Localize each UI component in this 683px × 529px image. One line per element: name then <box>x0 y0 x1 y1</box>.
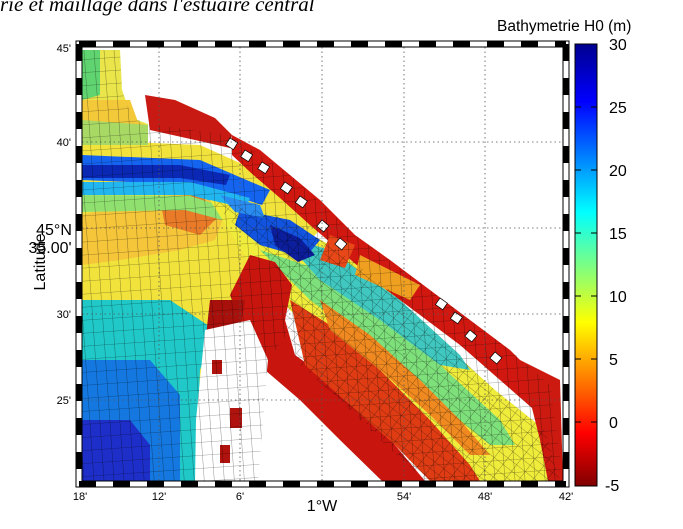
colorbar-tick-label: 30 <box>609 37 627 54</box>
y-center-label-minutes: 35.00' <box>28 240 71 257</box>
colorbar-tick-label: 25 <box>609 100 627 117</box>
plot-area <box>82 47 563 481</box>
colorbar-tick-label: 0 <box>609 415 618 432</box>
colorbar: 30 25 20 15 10 5 0 -5 <box>574 37 627 495</box>
shoreline-cells <box>225 137 503 365</box>
y-tick-label: 40' <box>57 137 71 149</box>
x-tick-labels: 18' 12' 6' 54' 48' 42' <box>73 491 573 503</box>
x-tick-label: 48' <box>478 491 492 503</box>
map-frame <box>75 40 570 488</box>
colorbar-tick-label: 10 <box>609 289 627 306</box>
page-title: rie et maillage dans l'estuaire central <box>0 0 315 16</box>
y-tick-label: 25' <box>57 395 71 407</box>
mesh-overlay-channel <box>210 200 560 481</box>
graticule <box>82 47 563 481</box>
colorbar-tick-label: 15 <box>609 226 627 243</box>
colorbar-tick-label: 5 <box>609 352 618 369</box>
x-tick-label: 54' <box>397 491 411 503</box>
colorbar-tick-label: -5 <box>605 478 619 495</box>
colorbar-tick-label: 20 <box>609 163 627 180</box>
y-axis-label: Latitude <box>32 233 49 290</box>
x-center-label: 1°W <box>307 498 338 515</box>
colorbar-gradient <box>574 43 598 487</box>
y-tick-label: 30' <box>57 309 71 321</box>
y-tick-labels: 45' 40' 30' 25' <box>57 43 71 407</box>
x-tick-label: 18' <box>73 491 87 503</box>
x-tick-label: 12' <box>152 491 166 503</box>
y-center-label-degrees: 45°N <box>36 222 72 239</box>
colorbar-ticks <box>575 106 597 423</box>
x-tick-label: 42' <box>559 491 573 503</box>
colorbar-title: Bathymetrie H0 (m) <box>497 18 632 35</box>
x-tick-label: 6' <box>236 491 244 503</box>
y-tick-label: 45' <box>57 43 71 55</box>
